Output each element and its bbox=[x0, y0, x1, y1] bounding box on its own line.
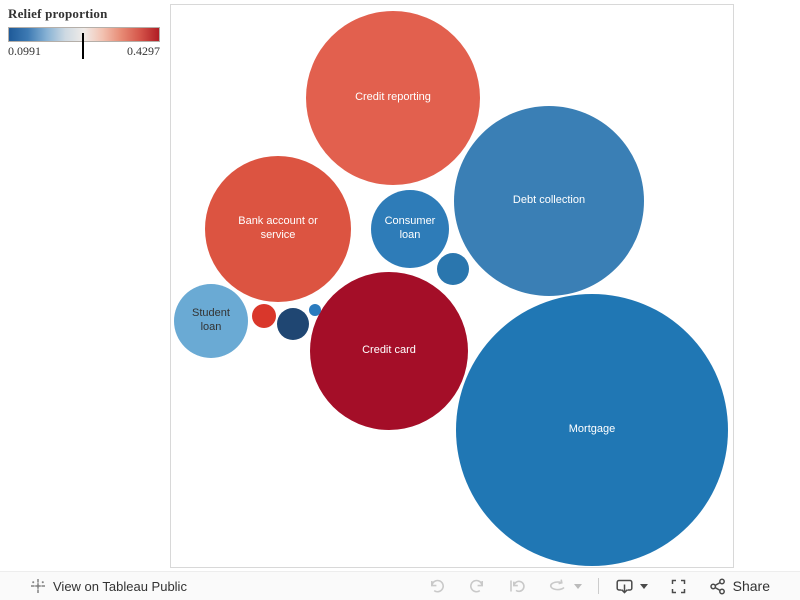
bubble-label: Consumer loan bbox=[384, 215, 436, 241]
bubble-label: Debt collection bbox=[512, 194, 586, 207]
legend-title: Relief proportion bbox=[8, 6, 108, 21]
refresh-button[interactable] bbox=[548, 578, 568, 594]
bubble-credit-reporting[interactable]: Credit reporting bbox=[306, 11, 480, 185]
undo-icon bbox=[428, 578, 446, 594]
undo-button[interactable] bbox=[428, 578, 446, 594]
bubble-unlabeled-8[interactable] bbox=[252, 304, 276, 328]
bubble-label: Student loan bbox=[192, 307, 230, 333]
share-button[interactable]: Share bbox=[709, 578, 770, 595]
chevron-down-icon bbox=[573, 583, 582, 589]
bubble-credit-card[interactable]: Credit card bbox=[310, 272, 468, 430]
legend-labels: 0.0991 0.4297 bbox=[8, 44, 160, 59]
bubble-bank-account-or-service[interactable]: Bank account or service bbox=[205, 156, 351, 302]
bubble-label: Mortgage bbox=[568, 423, 616, 436]
bubble-unlabeled-7[interactable] bbox=[437, 253, 469, 285]
refresh-icon bbox=[548, 578, 568, 594]
bubble-label: Credit reporting bbox=[355, 91, 431, 104]
toolbar-actions: Share bbox=[428, 578, 770, 595]
download-button[interactable] bbox=[615, 578, 634, 595]
redo-button[interactable] bbox=[468, 578, 486, 594]
bubble-label: Credit card bbox=[362, 344, 416, 357]
share-label: Share bbox=[732, 578, 770, 594]
download-icon bbox=[615, 578, 634, 595]
fullscreen-icon bbox=[670, 578, 687, 595]
bubble-consumer-loan[interactable]: Consumer loan bbox=[371, 190, 449, 268]
bubble-unlabeled-9[interactable] bbox=[277, 308, 309, 340]
tableau-toolbar: View on Tableau Public bbox=[0, 571, 800, 600]
legend-max-label: 0.4297 bbox=[127, 44, 160, 58]
tableau-logo-icon bbox=[30, 578, 46, 594]
bubble-label: Bank account or service bbox=[238, 215, 318, 241]
bubble-debt-collection[interactable]: Debt collection bbox=[454, 106, 644, 296]
color-legend: Relief proportion 0.0991 0.4297 bbox=[8, 6, 168, 59]
replay-button[interactable] bbox=[508, 578, 526, 594]
legend-tick-mark bbox=[82, 33, 84, 59]
toolbar-divider bbox=[597, 578, 599, 594]
share-icon bbox=[709, 578, 727, 595]
redo-icon bbox=[468, 578, 486, 594]
replay-icon bbox=[508, 578, 526, 594]
bubble-chart-panel: Credit reporting Debt collection Bank acco… bbox=[170, 4, 734, 568]
legend-gradient-wrap bbox=[8, 27, 160, 59]
download-dropdown-button[interactable] bbox=[639, 583, 648, 589]
view-on-tableau-public-label: View on Tableau Public bbox=[53, 578, 187, 594]
legend-gradient-bar bbox=[8, 27, 160, 42]
bubble-student-loan[interactable]: Student loan bbox=[174, 284, 248, 358]
bubble-mortgage[interactable]: Mortgage bbox=[456, 294, 728, 566]
chevron-down-icon bbox=[639, 583, 648, 589]
refresh-dropdown-button[interactable] bbox=[573, 583, 582, 589]
view-on-tableau-public-link[interactable]: View on Tableau Public bbox=[30, 578, 187, 594]
legend-min-label: 0.0991 bbox=[8, 44, 41, 58]
bubble-unlabeled-10[interactable] bbox=[309, 304, 321, 316]
fullscreen-button[interactable] bbox=[670, 578, 687, 595]
